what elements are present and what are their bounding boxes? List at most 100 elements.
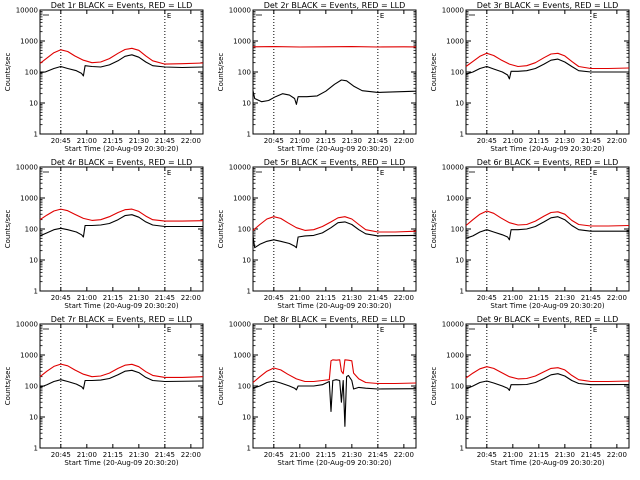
panel-title: Det 3r BLACK = Events, RED = LLD [477, 1, 619, 10]
y-tick-label: 10000 [16, 321, 38, 329]
y-tick-label: 10000 [16, 164, 38, 172]
y-tick-label: 10000 [229, 164, 251, 172]
x-tick-label: 21:45 [155, 451, 175, 459]
annotation-e: E [167, 326, 171, 334]
series-line-lld [39, 363, 204, 378]
y-tick-label: 10000 [229, 321, 251, 329]
x-tick-label: 21:45 [581, 451, 601, 459]
series-line-events [465, 373, 630, 391]
x-tick-label: 22:00 [181, 294, 201, 302]
x-axis-label: Start Time (20-Aug-09 20:30:20) [277, 145, 391, 153]
y-tick-label: 100 [25, 383, 38, 391]
x-tick-label: 21:00 [290, 451, 310, 459]
x-tick-label: 21:15 [103, 451, 123, 459]
x-axis-label: Start Time (20-Aug-09 20:30:20) [64, 145, 178, 153]
panel-title: Det 1r BLACK = Events, RED = LLD [51, 1, 193, 10]
x-tick-label: 22:00 [607, 137, 627, 145]
y-tick-label: 1 [460, 445, 464, 453]
x-tick-label: 20:45 [264, 137, 284, 145]
y-tick-label: 10000 [442, 321, 464, 329]
x-tick-label: 22:00 [181, 137, 201, 145]
x-tick-label: 21:00 [503, 294, 523, 302]
x-tick-label: 21:45 [368, 294, 388, 302]
x-tick-label: 20:45 [51, 137, 71, 145]
annotation-e: E [380, 12, 384, 20]
detector-panel: Det 7r BLACK = Events, RED = LLD 1 10 100 10… [4, 315, 204, 467]
series-line-lld [252, 359, 417, 385]
y-tick-label: 1 [34, 288, 38, 296]
y-tick-label: 1 [460, 131, 464, 139]
annotation-e: E [593, 12, 597, 20]
x-tick-label: 21:15 [529, 294, 549, 302]
series-line-events [252, 79, 417, 105]
x-axis-label: Start Time (20-Aug-09 20:30:20) [277, 302, 391, 310]
plot-frame [252, 166, 417, 292]
series-line-lld [465, 52, 630, 70]
detector-panel: Det 9r BLACK = Events, RED = LLD 1 10 100 10… [430, 315, 630, 467]
panel-title: Det 6r BLACK = Events, RED = LLD [477, 158, 619, 167]
x-tick-label: 22:00 [607, 294, 627, 302]
y-tick-label: 1000 [233, 352, 251, 360]
panel-title: Det 9r BLACK = Events, RED = LLD [477, 315, 619, 324]
y-tick-label: 100 [238, 383, 251, 391]
x-tick-label: 21:45 [581, 294, 601, 302]
panel-title: Det 5r BLACK = Events, RED = LLD [264, 158, 406, 167]
y-tick-label: 10 [29, 100, 38, 108]
x-tick-label: 21:15 [103, 137, 123, 145]
annotation-e: E [380, 169, 384, 177]
y-tick-label: 1000 [20, 38, 38, 46]
y-tick-label: 100 [25, 226, 38, 234]
annotation-e: E [593, 169, 597, 177]
plot-frame [39, 9, 204, 135]
series-line-lld [465, 366, 630, 383]
detector-panel: Det 2r BLACK = Events, RED = LLD 1 10 100 10… [217, 1, 417, 153]
x-tick-label: 20:45 [477, 294, 497, 302]
x-tick-label: 21:00 [503, 137, 523, 145]
y-axis-label: Counts/sec [4, 367, 12, 406]
x-tick-label: 20:45 [264, 451, 284, 459]
y-tick-label: 100 [25, 69, 38, 77]
y-tick-label: 1000 [233, 195, 251, 203]
x-axis-label: Start Time (20-Aug-09 20:30:20) [64, 302, 178, 310]
y-axis-label: Counts/sec [4, 210, 12, 249]
series-line-events [465, 58, 629, 80]
series-line-events [39, 369, 204, 390]
panel-title: Det 4r BLACK = Events, RED = LLD [51, 158, 193, 167]
y-tick-label: 10 [242, 257, 251, 265]
x-tick-label: 20:45 [477, 451, 497, 459]
y-tick-label: 10000 [16, 7, 38, 15]
series-line-lld [465, 210, 630, 227]
y-axis-label: Counts/sec [430, 210, 438, 249]
x-tick-label: 20:45 [51, 451, 71, 459]
plot-frame [252, 9, 417, 135]
y-axis-label: Counts/sec [430, 367, 438, 406]
y-tick-label: 1 [460, 288, 464, 296]
x-tick-label: 22:00 [394, 294, 414, 302]
y-tick-label: 1 [247, 445, 251, 453]
annotation-e: E [167, 12, 171, 20]
x-tick-label: 21:15 [316, 137, 336, 145]
x-tick-label: 21:15 [529, 137, 549, 145]
panel-title: Det 2r BLACK = Events, RED = LLD [264, 1, 406, 10]
x-tick-label: 21:00 [503, 451, 523, 459]
series-line-lld [39, 208, 204, 222]
x-tick-label: 21:00 [290, 137, 310, 145]
panel-title: Det 7r BLACK = Events, RED = LLD [51, 315, 193, 324]
y-tick-label: 10 [455, 100, 464, 108]
x-axis-label: Start Time (20-Aug-09 20:30:20) [490, 302, 604, 310]
x-tick-label: 21:45 [155, 137, 175, 145]
detector-panel: Det 6r BLACK = Events, RED = LLD 1 10 100 10… [430, 158, 630, 310]
x-tick-label: 21:30 [342, 294, 362, 302]
y-tick-label: 10 [455, 257, 464, 265]
detector-panel: Det 5r BLACK = Events, RED = LLD 1 10 100 10… [217, 158, 417, 310]
y-axis-label: Counts/sec [4, 53, 12, 92]
x-tick-label: 21:30 [555, 451, 575, 459]
y-tick-label: 10 [242, 100, 251, 108]
y-tick-label: 10 [29, 257, 38, 265]
series-line-events [252, 221, 417, 249]
y-tick-label: 10 [455, 414, 464, 422]
y-tick-label: 10000 [442, 164, 464, 172]
y-tick-label: 10000 [442, 7, 464, 15]
x-axis-label: Start Time (20-Aug-09 20:30:20) [277, 459, 391, 467]
